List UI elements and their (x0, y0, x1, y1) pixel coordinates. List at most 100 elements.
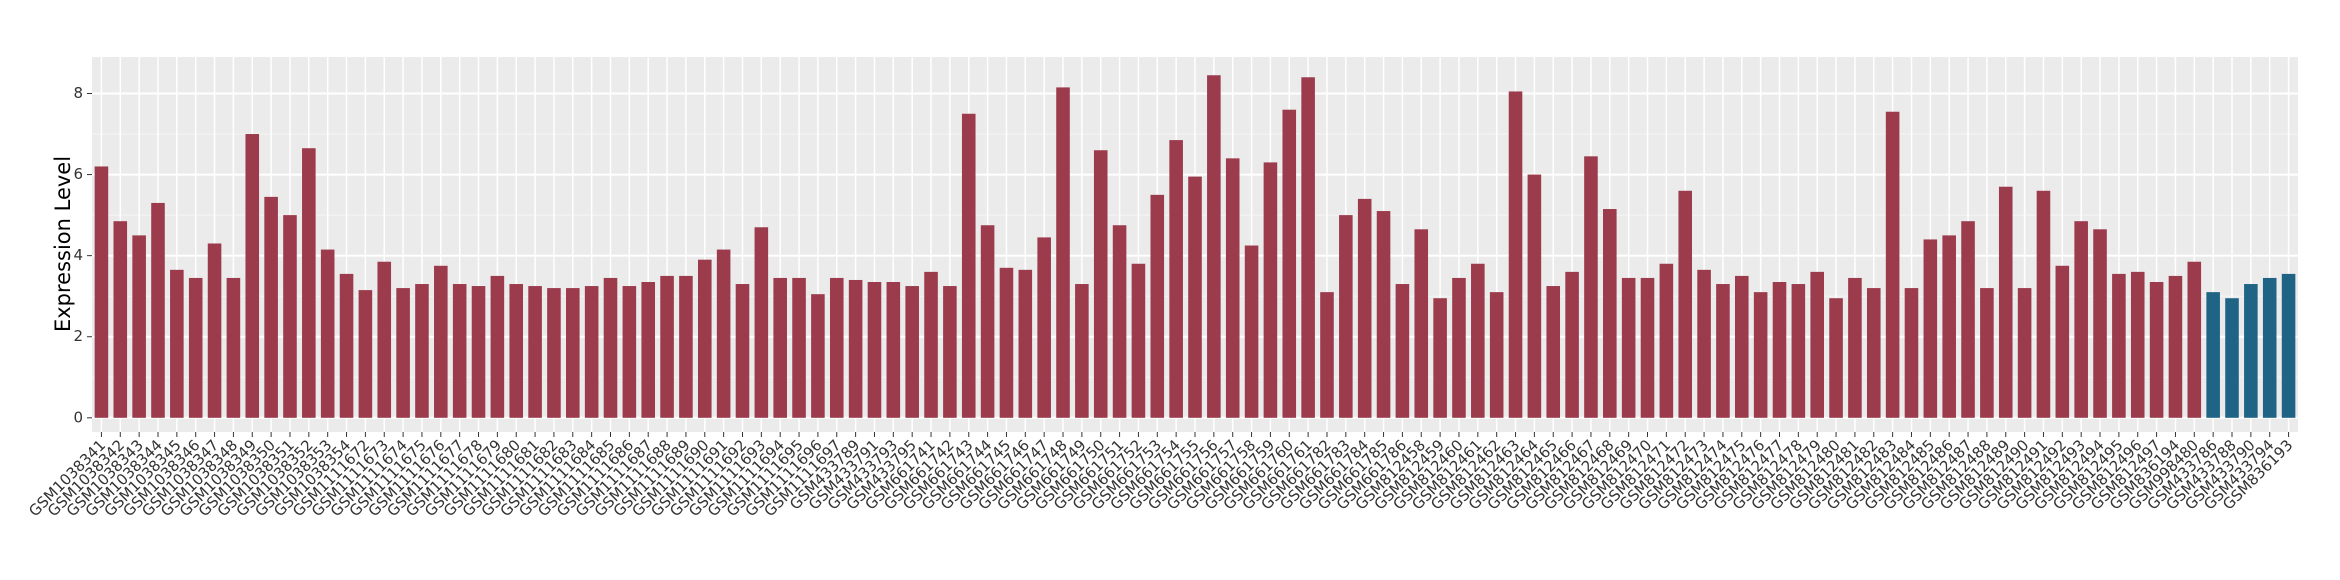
bar (1697, 269, 1711, 418)
bar (1376, 211, 1391, 418)
bar (924, 271, 938, 418)
bar (1791, 284, 1806, 418)
bar (1414, 229, 1429, 418)
bar (2130, 271, 2145, 418)
bar (1093, 150, 1108, 418)
y-tick-label: 4 (73, 246, 83, 264)
bar (1621, 277, 1636, 418)
bar (1320, 292, 1334, 418)
bar (377, 261, 392, 418)
bar (2149, 282, 2164, 418)
bar (490, 275, 505, 418)
bar (1998, 186, 2013, 418)
bar (1734, 275, 1749, 418)
bar (886, 282, 901, 418)
bar (2093, 229, 2107, 418)
bar (1037, 237, 1051, 418)
bar (1471, 263, 1485, 418)
bar (1659, 263, 1674, 418)
bar (1923, 239, 1938, 418)
bar (1866, 288, 1881, 418)
bar (1244, 245, 1259, 418)
bar (1772, 282, 1787, 418)
bar (999, 267, 1014, 418)
bar (1829, 298, 1843, 418)
bar (603, 277, 618, 418)
bar (1961, 221, 1975, 418)
bar (1301, 77, 1315, 418)
bar (622, 286, 637, 418)
y-axis-label: Expression Level (51, 156, 75, 332)
bar (452, 284, 467, 418)
bar (679, 275, 693, 418)
bar (1452, 277, 1466, 418)
bar (1395, 284, 1410, 418)
bar (1508, 91, 1523, 418)
bar (1716, 284, 1730, 418)
bar (339, 273, 354, 418)
bar (1188, 176, 1202, 418)
bar (2225, 298, 2239, 418)
bar (358, 290, 373, 418)
bar (151, 202, 165, 418)
bar (2206, 292, 2220, 418)
bar (641, 282, 656, 418)
bar (566, 288, 580, 418)
bar (188, 277, 203, 418)
bar (773, 277, 787, 418)
bar (1263, 162, 1278, 418)
bar (697, 259, 712, 418)
bar (207, 243, 222, 418)
y-tick-label: 2 (73, 327, 83, 345)
bar (980, 225, 995, 418)
bar (1339, 215, 1353, 418)
bar (415, 284, 429, 418)
bar (509, 284, 524, 418)
bar (1942, 235, 1956, 418)
bar (132, 235, 146, 418)
bar (1546, 286, 1561, 418)
bar (2055, 265, 2070, 418)
bar (1169, 140, 1183, 418)
bar (829, 277, 844, 418)
bar (811, 294, 825, 418)
bar (283, 215, 297, 418)
bar (792, 277, 806, 418)
bar (471, 286, 486, 418)
bar (584, 286, 599, 418)
bar (1603, 209, 1617, 418)
bar (1848, 277, 1862, 418)
bar (1527, 174, 1542, 418)
bar (905, 286, 919, 418)
bar (434, 265, 448, 418)
bar (716, 249, 731, 418)
bar (1357, 198, 1372, 418)
bar (1904, 288, 1919, 418)
bar (1640, 277, 1655, 418)
bar (961, 113, 976, 418)
bar (1678, 190, 1693, 418)
bar (1150, 194, 1165, 418)
bar (2281, 273, 2296, 418)
y-tick-label: 6 (73, 165, 83, 183)
bar (1489, 292, 1504, 418)
bar (1018, 269, 1033, 418)
bar (245, 134, 260, 418)
bar (2187, 261, 2202, 418)
bar (2036, 190, 2051, 418)
bar (754, 227, 769, 418)
bar (735, 284, 750, 418)
bar (1225, 158, 1240, 418)
bar (2244, 284, 2258, 418)
bar (1885, 111, 1900, 418)
bar (1753, 292, 1768, 418)
bar (1584, 156, 1598, 418)
bar (170, 269, 184, 418)
bar (2262, 277, 2277, 418)
bar (1056, 87, 1070, 418)
bar (226, 277, 241, 418)
bar (2017, 288, 2032, 418)
y-tick-label: 8 (73, 84, 83, 102)
bar (94, 166, 109, 418)
bar (1980, 288, 1994, 418)
